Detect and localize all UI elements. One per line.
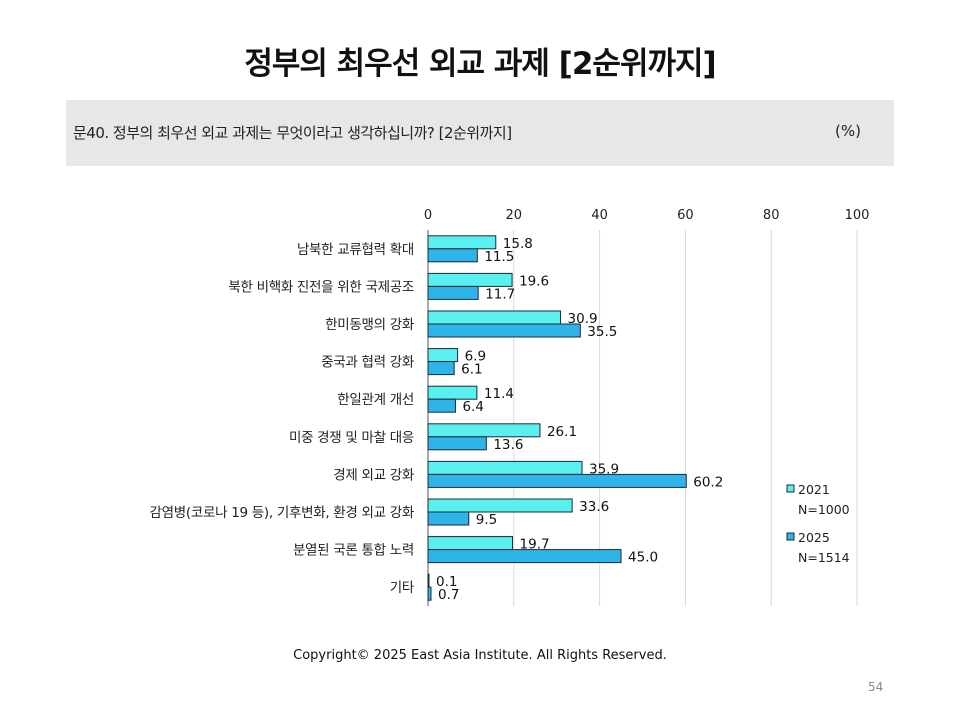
unit-label: (%) [835,122,861,140]
bar-2025 [427,398,456,413]
category-label: 감염병(코로나 19 등), 기후변화, 환경 외교 강화 [150,505,414,521]
bar-2021 [427,235,497,250]
category-label: 중국과 협력 강화 [321,355,414,371]
bar-2025 [427,248,478,263]
bar-2021 [427,460,583,475]
page-number: 54 [868,680,884,694]
data-label: 45.0 [628,550,658,566]
legend-sample-size: N=1000 [798,502,850,517]
copyright-text: Copyright© 2025 East Asia Institute. All… [293,648,667,663]
data-label: 26.1 [547,424,577,440]
bar-2025 [427,473,687,488]
bar-2025 [427,586,432,601]
data-label: 9.5 [476,512,497,528]
data-label: 15.8 [503,236,533,252]
data-label: 60.2 [693,474,723,490]
legend-label: 2021 [798,482,830,497]
bar-2025 [427,361,455,376]
x-tick-label: 0 [424,208,432,223]
bar-2021 [427,385,478,400]
legend-swatch [786,532,795,541]
data-label: 6.4 [462,399,483,415]
bar-2025 [427,436,487,451]
bar-2025 [427,549,622,564]
data-label: 33.6 [579,499,609,515]
data-label: 6.9 [465,349,486,365]
x-tick-label: 40 [591,208,608,223]
category-label: 한일관계 개선 [337,392,414,408]
legend-label: 2025 [798,530,830,545]
bar-2025 [427,511,470,526]
category-label: 기타 [390,580,415,596]
legend-swatch [786,484,795,493]
question-box: 문40. 정부의 최우선 외교 과제는 무엇이라고 생각하십니까? [2순위까지… [66,100,894,166]
page-title: 정부의 최우선 외교 과제 [2순위까지] [244,46,716,82]
legend-sample-size: N=1514 [798,550,850,565]
data-label: 11.7 [485,286,515,302]
x-tick-label: 20 [506,208,523,223]
bar-2021 [427,573,430,588]
x-tick-label: 60 [677,208,694,223]
data-label: 6.1 [461,362,482,378]
category-label: 한미동맹의 강화 [325,317,414,333]
bar-2021 [427,536,514,551]
data-label: 19.7 [520,537,550,553]
data-label: 0.7 [438,587,459,603]
bar-2021 [427,310,562,325]
data-label: 0.1 [436,574,457,590]
bar-2021 [427,423,541,438]
category-label: 북한 비핵화 진전을 위한 국제공조 [228,279,414,295]
bar-2025 [427,323,581,338]
data-label: 11.4 [484,386,514,402]
bar-2021 [427,348,459,363]
data-label: 11.5 [484,249,514,265]
bar-2021 [427,272,513,287]
bar-chart: 0 20 40 60 80 100 남북한 교류협력 확대 15.811.5 북한 비핵화 진전… [150,208,870,606]
x-tick-label: 80 [763,208,780,223]
bar-2021 [427,498,573,513]
data-label: 19.6 [519,273,549,289]
data-label: 35.9 [589,461,619,477]
category-label: 남북한 교류협력 확대 [297,242,414,258]
category-label: 경제 외교 강화 [333,467,414,483]
data-label: 30.9 [568,311,598,327]
x-tick-label: 100 [845,208,870,223]
question-text: 문40. 정부의 최우선 외교 과제는 무엇이라고 생각하십니까? [2순위까지… [73,124,512,142]
data-label: 13.6 [493,437,523,453]
data-label: 35.5 [587,324,617,340]
bar-2025 [427,285,479,300]
category-label: 분열된 국론 통합 노력 [293,543,414,559]
category-label: 미중 경쟁 및 마찰 대응 [289,430,414,446]
